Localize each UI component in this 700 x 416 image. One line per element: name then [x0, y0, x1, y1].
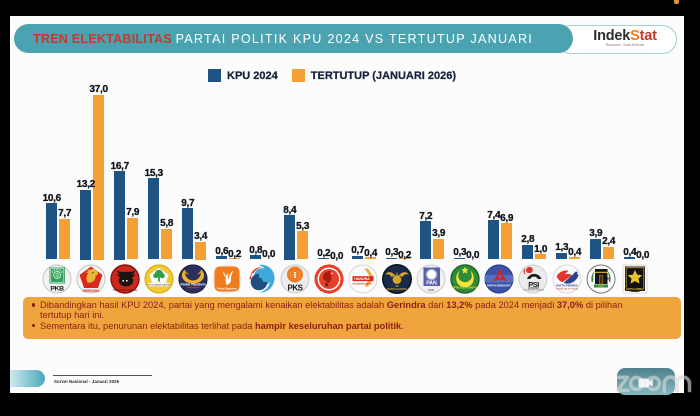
svg-text:GERINDRA: GERINDRA: [82, 289, 100, 293]
svg-text:PARTAI GARUDA: PARTAI GARUDA: [387, 288, 408, 291]
svg-text:PAN: PAN: [426, 280, 437, 286]
svg-text:GOLONGAN KARYA: GOLONGAN KARYA: [149, 283, 170, 286]
svg-text:PARTAI PERINDO: PARTAI PERINDO: [556, 283, 578, 287]
svg-text:PKB: PKB: [50, 285, 64, 292]
svg-text:PERSATUAN INDONESIA: PERSATUAN INDONESIA: [556, 287, 578, 290]
svg-text:HANURA: HANURA: [354, 277, 370, 281]
svg-text:PARTAI DEMOKRAT: PARTAI DEMOKRAT: [487, 284, 511, 287]
svg-text:HATI NURANI RAKYAT: HATI NURANI RAKYAT: [352, 282, 372, 285]
svg-text:PARTAI BULAN BINTANG: PARTAI BULAN BINTANG: [451, 286, 480, 289]
svg-text:Partai Sejahtera: Partai Sejahtera: [217, 286, 237, 290]
svg-text:PSI: PSI: [528, 280, 539, 289]
svg-text:PKS: PKS: [288, 283, 304, 292]
svg-text:PARTAI UMMAT: PARTAI UMMAT: [626, 288, 644, 291]
svg-text:Partai NasDem: Partai NasDem: [180, 282, 205, 286]
svg-text:P P P: P P P: [598, 286, 604, 288]
svg-text:PAN: PAN: [428, 288, 433, 292]
svg-text:PDI PERJUANGAN: PDI PERJUANGAN: [113, 287, 136, 291]
svg-text:SOLIDARITAS INDONESIA: SOLIDARITAS INDONESIA: [523, 288, 545, 291]
